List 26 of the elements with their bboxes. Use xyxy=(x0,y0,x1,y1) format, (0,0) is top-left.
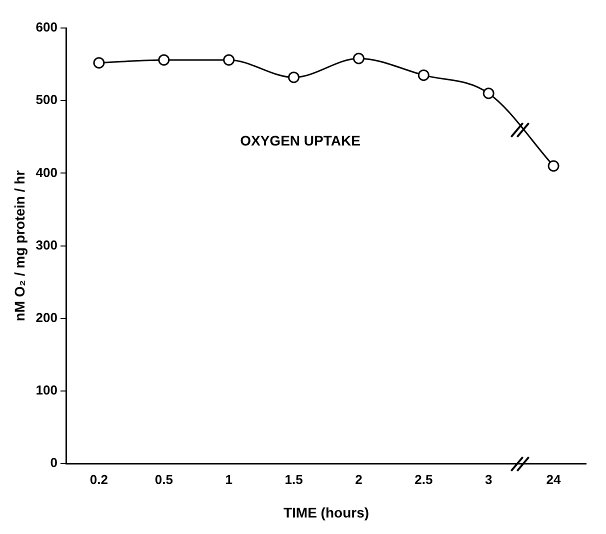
y-tick-label: 100 xyxy=(36,382,58,398)
y-axis-title: nM O₂ / mg protein / hr xyxy=(11,170,28,322)
point xyxy=(548,160,560,172)
y-tick-label: 200 xyxy=(36,310,58,325)
x-tick-label: 3 xyxy=(484,472,492,487)
point xyxy=(223,54,235,66)
x-tick-label: 1 xyxy=(225,472,232,487)
point xyxy=(288,72,300,84)
x-tick-label: 24 xyxy=(546,472,562,487)
x-tick-label: 0.5 xyxy=(154,472,173,487)
x-tick-label: 2 xyxy=(355,472,362,487)
x-tick-label: 1.5 xyxy=(284,472,303,487)
y-tick-label: 300 xyxy=(36,237,58,252)
y-tick-label: 600 xyxy=(36,20,58,35)
x-tick-label: 2.5 xyxy=(414,472,433,487)
point xyxy=(93,57,105,69)
point xyxy=(418,69,430,81)
x-axis-title: TIME (hours) xyxy=(283,504,370,520)
point xyxy=(158,54,170,66)
annotation: OXYGEN UPTAKE xyxy=(240,132,360,149)
y-tick-label: 400 xyxy=(36,164,58,180)
x-tick-label: 0.2 xyxy=(90,472,108,487)
point xyxy=(352,52,364,64)
y-tick-label: 500 xyxy=(36,92,58,108)
y-tick-label: 0 xyxy=(50,455,58,470)
point xyxy=(482,88,494,100)
